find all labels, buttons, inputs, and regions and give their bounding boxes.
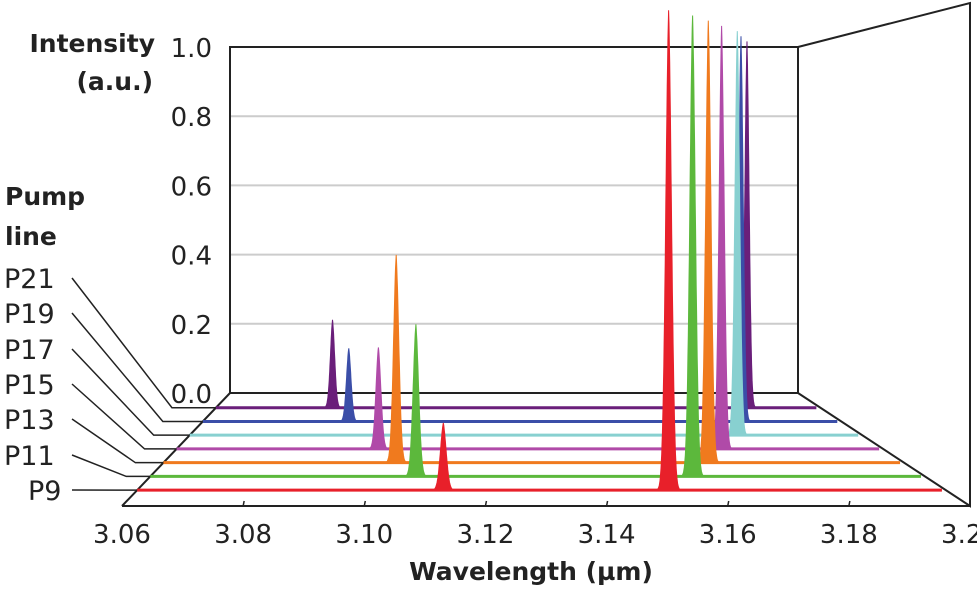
pump-line-label: P9	[28, 476, 61, 507]
side-wall	[798, 3, 970, 506]
series-P13	[163, 21, 900, 463]
gridlines	[230, 116, 798, 324]
x-tick-label: 3.16	[699, 520, 757, 550]
x-tick-label: 3.08	[214, 520, 272, 550]
peak-P9	[655, 10, 683, 490]
pump-line-label: P13	[4, 405, 55, 436]
series-P15	[177, 26, 880, 449]
y-tick-label: 0.8	[171, 103, 212, 133]
x-tick-label: 3.18	[820, 520, 878, 550]
z-axis-label-line2: line	[5, 222, 57, 251]
y-tick-label: 0.2	[171, 311, 212, 341]
x-tick	[849, 501, 850, 506]
x-tick-label: 3.06	[93, 520, 151, 550]
peak-P19	[338, 348, 360, 421]
pump-line-label: P17	[4, 335, 55, 366]
x-tick-label: 3.20	[941, 520, 977, 550]
pump-line-label: P21	[4, 264, 55, 295]
peak-P15	[366, 347, 390, 449]
z-axis-label-line1: Pump	[5, 182, 85, 211]
series-group	[137, 10, 942, 490]
x-tick-label: 3.10	[335, 520, 393, 550]
y-tick-label: 0.0	[171, 380, 212, 410]
x-axis-label: Wavelength (µm)	[409, 557, 653, 586]
y-axis-ticks: 0.0 0.2 0.4 0.6 0.8 1.0	[171, 34, 212, 410]
x-tick	[607, 501, 608, 506]
x-tick-label: 3.12	[456, 520, 514, 550]
pump-line-label: P15	[4, 370, 55, 401]
x-tick	[728, 501, 729, 506]
pump-line-label: P11	[4, 441, 55, 472]
x-tick-label: 3.14	[578, 520, 636, 550]
x-axis-ticks: 3.06 3.08 3.10 3.12 3.14 3.16 3.18 3.20	[93, 501, 977, 550]
x-tick	[485, 501, 486, 506]
x-tick	[243, 501, 244, 506]
series-P17	[190, 31, 859, 435]
y-axis-label-line1: Intensity	[29, 29, 155, 58]
peak-P11	[403, 324, 430, 476]
series-P9	[137, 10, 942, 490]
peak-P21	[322, 320, 343, 408]
peak-P9	[429, 423, 457, 490]
y-tick-label: 1.0	[171, 34, 212, 64]
x-tick	[364, 501, 365, 506]
pump-line-label: P19	[4, 299, 55, 330]
y-tick-label: 0.4	[171, 242, 212, 272]
leader-line	[72, 455, 150, 476]
y-axis-label-line2: (a.u.)	[76, 67, 153, 96]
y-tick-label: 0.6	[171, 172, 212, 202]
peak-P13	[384, 255, 409, 463]
